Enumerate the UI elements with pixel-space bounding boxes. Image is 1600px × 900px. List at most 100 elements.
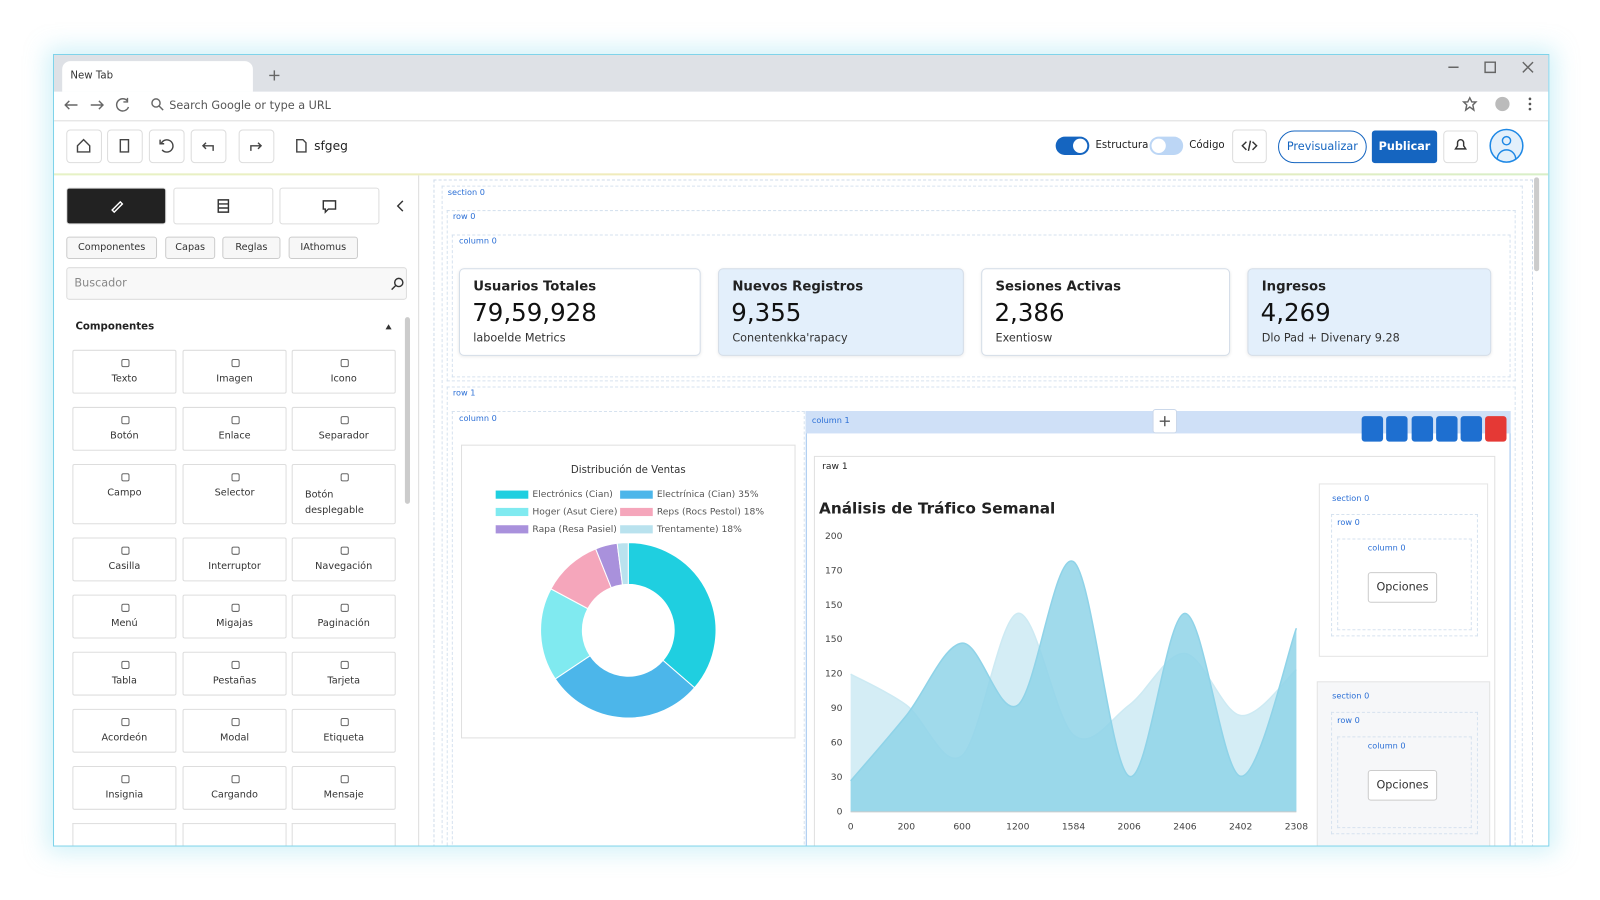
component-item[interactable]: Cargando xyxy=(182,765,287,810)
component-icon xyxy=(121,358,130,368)
toolbar-button[interactable] xyxy=(190,129,227,164)
sidebar-tab[interactable] xyxy=(66,187,167,225)
component-item[interactable]: Selector xyxy=(182,464,287,525)
component-label: Migajas xyxy=(216,618,253,630)
component-item[interactable]: Enlace xyxy=(182,406,287,451)
row-box xyxy=(446,386,1516,846)
component-icon xyxy=(231,660,240,670)
sidebar xyxy=(58,175,420,846)
component-label: Navegación xyxy=(315,560,373,573)
filter-tag[interactable]: Reglas xyxy=(222,236,281,260)
action-button[interactable] xyxy=(1361,416,1384,442)
kpi-value: 79,59,928 xyxy=(472,298,597,328)
component-item[interactable]: Icono xyxy=(291,349,396,394)
component-item[interactable]: Modal xyxy=(182,708,287,753)
toolbar-button[interactable] xyxy=(66,129,102,164)
icon-button[interactable] xyxy=(1443,130,1478,164)
component-item[interactable]: Tabla xyxy=(72,651,177,696)
action-button[interactable] xyxy=(1460,416,1483,442)
component-item[interactable]: Navegación xyxy=(291,537,396,582)
component-item[interactable]: Menú xyxy=(72,594,177,639)
kpi-subtitle: Exentiosw xyxy=(995,331,1053,345)
options-button[interactable]: Opciones xyxy=(1367,770,1438,801)
kpi-title: Sesiones Activas xyxy=(995,279,1122,295)
container-label: section 0 xyxy=(447,187,485,197)
component-item[interactable]: Pestañas xyxy=(182,651,287,696)
component-item[interactable]: Mensaje xyxy=(291,765,396,810)
tab[interactable]: New Tab xyxy=(62,61,253,92)
component-item[interactable]: Acordeón xyxy=(72,708,177,753)
component-icon xyxy=(340,473,349,482)
nested-label: column 0 xyxy=(1367,543,1406,553)
search-input[interactable]: Buscador xyxy=(66,267,407,300)
component-icon xyxy=(231,473,240,482)
component-label: Menú xyxy=(111,618,138,630)
nested-box xyxy=(1331,711,1478,835)
component-icon xyxy=(340,775,349,784)
action-button[interactable] xyxy=(1436,416,1458,442)
component-label: Icono xyxy=(330,373,357,385)
preview-button[interactable]: Previsualizar xyxy=(1278,130,1367,164)
column-box xyxy=(451,411,805,846)
component-icon xyxy=(231,718,240,727)
toggle-knob xyxy=(1151,138,1166,153)
nested-box xyxy=(1337,538,1472,631)
component-icon xyxy=(340,358,349,368)
component-item[interactable]: Insignia xyxy=(72,765,177,810)
toolbar-icon xyxy=(296,138,307,153)
component-item[interactable]: Casilla xyxy=(72,537,177,582)
toolbar-button[interactable] xyxy=(107,129,143,164)
component-item[interactable]: Etiqueta xyxy=(291,708,396,753)
add-button[interactable] xyxy=(1152,408,1178,434)
component-label: Paginación xyxy=(317,618,370,630)
nested-label: section 0 xyxy=(1332,493,1370,503)
filter-tag[interactable]: Componentes xyxy=(66,236,158,260)
component-item[interactable]: Botón xyxy=(72,406,177,451)
component-label: Acordeón xyxy=(101,732,148,744)
avatar-icon xyxy=(1496,135,1517,160)
toolbar-button[interactable] xyxy=(148,129,185,164)
action-button[interactable] xyxy=(1411,416,1434,442)
code-button[interactable] xyxy=(1232,129,1267,164)
action-button[interactable] xyxy=(1485,416,1507,442)
component-label: Imagen xyxy=(216,373,253,385)
address-input[interactable]: Search Google or type a URL xyxy=(169,98,331,113)
options-button[interactable]: Opciones xyxy=(1367,572,1438,603)
canvas xyxy=(433,179,1534,846)
kpi-card: Nuevos Registros 9,355 Conentenkka'rapacy xyxy=(718,268,964,356)
component-icon xyxy=(231,416,240,425)
component-item[interactable]: Tarjeta xyxy=(291,651,396,696)
component-item[interactable]: Migajas xyxy=(182,594,287,639)
component-item[interactable]: Imagen xyxy=(182,349,287,394)
nested-panel xyxy=(1316,681,1491,846)
component-item[interactable]: Texto xyxy=(72,349,177,394)
file-name: sfgeg xyxy=(314,138,348,153)
component-item[interactable]: Interruptor xyxy=(182,537,287,582)
component-label: Insignia xyxy=(105,789,144,801)
filter-tag[interactable]: IAthomus xyxy=(288,236,358,260)
component-icon xyxy=(231,358,240,368)
kpi-title: Ingresos xyxy=(1261,279,1327,295)
component-item[interactable]: Paginación xyxy=(291,594,396,639)
component-icon xyxy=(340,603,349,612)
component-item[interactable] xyxy=(72,823,177,846)
donut-panel xyxy=(461,444,796,739)
component-item[interactable]: Separador xyxy=(291,406,396,451)
action-button[interactable] xyxy=(1386,416,1408,442)
component-item[interactable]: Campo xyxy=(72,464,177,525)
toggle-label: Código xyxy=(1189,139,1225,151)
sidebar-tab[interactable] xyxy=(173,187,274,225)
component-icon xyxy=(340,718,349,727)
component-item[interactable] xyxy=(182,823,287,846)
filter-tag[interactable]: Capas xyxy=(165,236,216,260)
component-item[interactable] xyxy=(291,823,396,846)
component-item[interactable]: Botón desplegable xyxy=(291,464,396,525)
publish-button[interactable]: Publicar xyxy=(1371,130,1438,164)
toolbar-button[interactable] xyxy=(238,129,275,164)
kpi-title: Usuarios Totales xyxy=(473,279,597,295)
sidebar-tab[interactable] xyxy=(279,187,380,225)
component-label: Etiqueta xyxy=(323,732,365,744)
component-icon xyxy=(340,416,349,425)
toggle-knob xyxy=(1073,138,1088,153)
